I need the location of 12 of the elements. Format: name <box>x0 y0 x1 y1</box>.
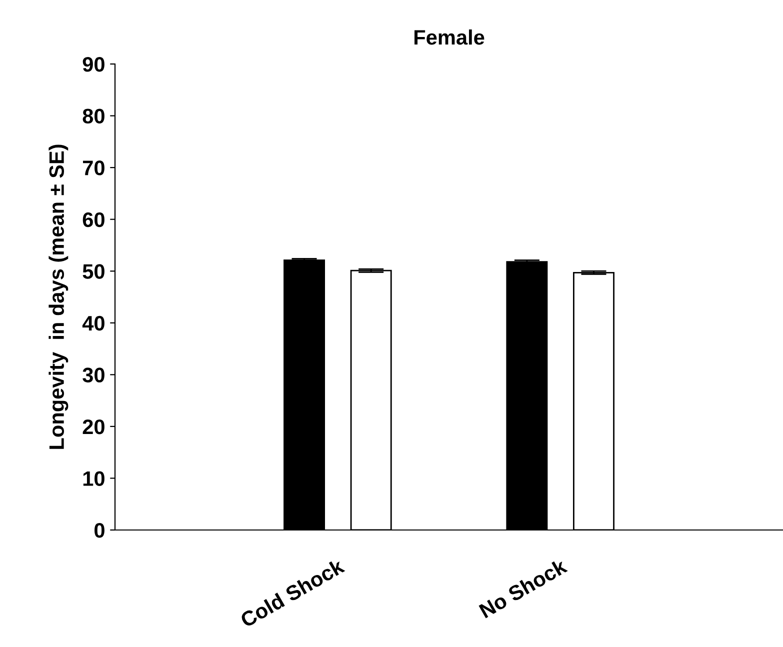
y-tick-label: 70 <box>83 160 104 176</box>
y-tick-label: 80 <box>82 108 104 124</box>
chart-title: Female <box>414 29 484 45</box>
y-axis-title: Longevity in days (mean ± SE) <box>48 144 68 449</box>
y-tick-label: 0 <box>94 523 104 538</box>
y-tick-label: 90 <box>82 57 104 72</box>
y-tick-label: 30 <box>82 368 104 382</box>
y-tick-label: 20 <box>82 419 104 434</box>
y-tick-label: 40 <box>82 316 104 331</box>
y-tick-label: 10 <box>83 471 104 486</box>
y-tick-label: 50 <box>82 264 104 279</box>
y-tick-label: 60 <box>82 212 104 228</box>
